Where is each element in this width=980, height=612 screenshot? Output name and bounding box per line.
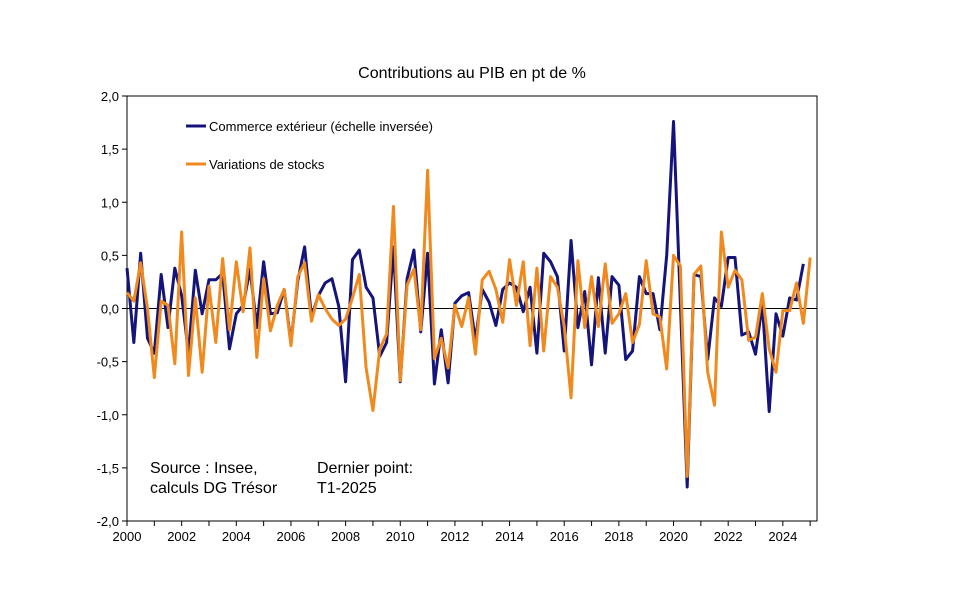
x-tick-label: 2008: [331, 529, 360, 544]
legend-label-commerce: Commerce extérieur (échelle inversée): [209, 119, 433, 134]
x-tick-label: 2002: [167, 529, 196, 544]
x-tick-label: 2006: [276, 529, 305, 544]
x-tick-label: 2016: [550, 529, 579, 544]
annotations: Source : Insee, calculs DG Trésor Dernie…: [146, 452, 432, 498]
series-line-variations-stocks: [125, 168, 812, 478]
legend-label-stocks: Variations de stocks: [209, 157, 325, 172]
x-tick-label: 2018: [604, 529, 633, 544]
x-tick-label: 2022: [714, 529, 743, 544]
x-tick-label: 2000: [113, 529, 142, 544]
x-tick-label: 2024: [768, 529, 797, 544]
last-point-note-box: [312, 452, 432, 498]
x-tick-label: 2010: [386, 529, 415, 544]
x-tick-label: 2014: [495, 529, 524, 544]
y-axis: 2,0 1,5 1,0 0,5 0,0 -0,5 -1,0 -1,5 -2,0: [97, 89, 127, 529]
legend: Commerce extérieur (échelle inversée) Va…: [186, 119, 433, 172]
source-note-line-1: Source : Insee,: [150, 460, 258, 477]
y-tick-label: 0,5: [101, 248, 119, 263]
x-axis: 2000 2002 2004 2006 2008 2010 2012 2014 2016 2018…: [113, 521, 811, 544]
y-tick-label: 1,5: [101, 142, 119, 157]
x-tick-label: 2020: [659, 529, 688, 544]
y-tick-label: 0,0: [101, 302, 119, 317]
x-tick-label: 2004: [222, 529, 251, 544]
x-tick-label: 2012: [440, 529, 469, 544]
plot-area: 2,0 1,5 1,0 0,5 0,0 -0,5 -1,0 -1,5 -2,0 2000 2002…: [97, 89, 818, 544]
series-lines: [125, 120, 812, 489]
y-tick-label: -1,5: [97, 461, 119, 476]
source-note-box: [146, 452, 290, 498]
last-point-note-line-2: T1-2025: [317, 480, 377, 497]
y-tick-label: -1,0: [97, 408, 119, 423]
y-tick-label: -0,5: [97, 355, 119, 370]
y-tick-label: 1,0: [101, 195, 119, 210]
chart-title: Contributions au PIB en pt de %: [358, 65, 586, 82]
y-tick-label: 2,0: [101, 89, 119, 104]
y-tick-label: -2,0: [97, 514, 119, 529]
last-point-note-line-1: Dernier point:: [317, 460, 413, 477]
source-note-line-2: calculs DG Trésor: [150, 480, 278, 497]
